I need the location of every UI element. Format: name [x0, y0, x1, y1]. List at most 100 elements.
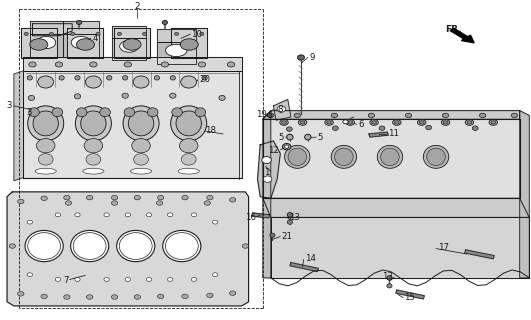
Ellipse shape — [117, 230, 155, 262]
Ellipse shape — [125, 213, 131, 217]
Ellipse shape — [417, 120, 426, 125]
Ellipse shape — [65, 201, 72, 205]
Ellipse shape — [28, 233, 61, 260]
Ellipse shape — [129, 111, 154, 136]
Ellipse shape — [30, 39, 48, 50]
Ellipse shape — [202, 76, 207, 80]
Ellipse shape — [125, 277, 131, 281]
Ellipse shape — [285, 145, 310, 168]
Ellipse shape — [84, 139, 102, 153]
Ellipse shape — [71, 32, 75, 36]
Ellipse shape — [85, 76, 101, 88]
Text: 16: 16 — [245, 213, 256, 222]
Ellipse shape — [27, 220, 32, 224]
Ellipse shape — [227, 62, 235, 67]
Ellipse shape — [207, 196, 213, 200]
Ellipse shape — [181, 76, 196, 88]
Text: 18: 18 — [204, 126, 216, 135]
Ellipse shape — [83, 168, 104, 174]
Ellipse shape — [423, 145, 449, 168]
Ellipse shape — [119, 40, 139, 52]
Polygon shape — [369, 132, 388, 137]
Ellipse shape — [370, 120, 378, 125]
Ellipse shape — [181, 154, 196, 165]
Ellipse shape — [219, 95, 225, 100]
Polygon shape — [263, 111, 520, 119]
Ellipse shape — [37, 139, 55, 153]
Ellipse shape — [167, 213, 173, 217]
Ellipse shape — [104, 213, 109, 217]
Ellipse shape — [300, 121, 305, 124]
Text: 7: 7 — [63, 276, 68, 285]
Ellipse shape — [74, 94, 81, 99]
Ellipse shape — [325, 120, 333, 125]
Text: 12: 12 — [268, 146, 279, 155]
Ellipse shape — [107, 76, 112, 80]
Ellipse shape — [335, 148, 353, 166]
Ellipse shape — [479, 113, 486, 118]
Ellipse shape — [387, 276, 392, 280]
Ellipse shape — [27, 76, 32, 80]
Ellipse shape — [134, 196, 141, 200]
Ellipse shape — [76, 20, 82, 25]
Ellipse shape — [297, 55, 304, 60]
Ellipse shape — [29, 62, 36, 67]
Polygon shape — [112, 26, 147, 38]
Ellipse shape — [387, 284, 392, 288]
Ellipse shape — [441, 120, 450, 125]
Polygon shape — [263, 111, 271, 278]
Ellipse shape — [28, 106, 64, 141]
Text: 4: 4 — [92, 34, 98, 43]
Polygon shape — [271, 217, 529, 278]
Ellipse shape — [242, 244, 249, 248]
Ellipse shape — [37, 36, 56, 49]
Ellipse shape — [147, 277, 152, 281]
Ellipse shape — [18, 199, 24, 204]
Ellipse shape — [368, 113, 374, 118]
Ellipse shape — [346, 120, 355, 125]
Ellipse shape — [169, 93, 176, 98]
Ellipse shape — [172, 108, 182, 117]
Text: 19: 19 — [256, 110, 267, 119]
Ellipse shape — [176, 111, 201, 136]
Ellipse shape — [163, 230, 201, 262]
Polygon shape — [112, 38, 147, 60]
Ellipse shape — [27, 273, 32, 276]
Ellipse shape — [348, 121, 353, 124]
Ellipse shape — [465, 120, 474, 125]
Ellipse shape — [73, 233, 106, 260]
Ellipse shape — [198, 62, 205, 67]
Ellipse shape — [443, 121, 448, 124]
Ellipse shape — [90, 62, 97, 67]
Ellipse shape — [332, 126, 338, 131]
Ellipse shape — [55, 277, 61, 281]
Polygon shape — [23, 71, 242, 178]
Ellipse shape — [81, 111, 106, 136]
Ellipse shape — [204, 201, 210, 205]
Ellipse shape — [76, 39, 95, 50]
Ellipse shape — [86, 154, 101, 165]
Text: 3: 3 — [27, 108, 32, 117]
Ellipse shape — [155, 76, 160, 80]
Ellipse shape — [158, 294, 164, 299]
Ellipse shape — [191, 213, 196, 217]
Text: 10: 10 — [191, 30, 202, 39]
Ellipse shape — [207, 293, 213, 298]
Ellipse shape — [426, 125, 432, 130]
FancyArrow shape — [450, 28, 474, 43]
Ellipse shape — [377, 145, 402, 168]
Ellipse shape — [287, 134, 293, 140]
Polygon shape — [263, 198, 529, 217]
Ellipse shape — [100, 108, 110, 117]
Ellipse shape — [467, 121, 472, 124]
Text: 5: 5 — [279, 132, 284, 141]
Ellipse shape — [24, 32, 28, 36]
Ellipse shape — [148, 108, 158, 117]
Ellipse shape — [117, 32, 122, 36]
Ellipse shape — [41, 196, 47, 201]
Text: 21: 21 — [281, 232, 293, 241]
Ellipse shape — [327, 121, 331, 124]
Ellipse shape — [49, 32, 54, 36]
Ellipse shape — [64, 295, 70, 299]
Ellipse shape — [175, 32, 179, 36]
